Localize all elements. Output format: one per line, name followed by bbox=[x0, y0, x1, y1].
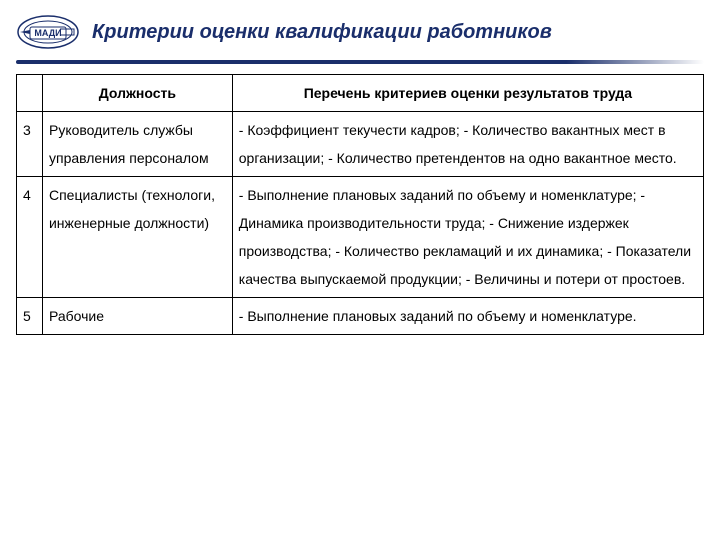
cell-criteria: - Выполнение плановых заданий по объему … bbox=[232, 298, 703, 335]
table-row: 3 Руководитель службы управления персона… bbox=[17, 112, 704, 177]
col-header-criteria: Перечень критериев оценки результатов тр… bbox=[232, 75, 703, 112]
table-header-row: Должность Перечень критериев оценки резу… bbox=[17, 75, 704, 112]
criteria-table: Должность Перечень критериев оценки резу… bbox=[16, 74, 704, 335]
col-header-num bbox=[17, 75, 43, 112]
header-rule bbox=[16, 60, 704, 64]
madi-logo: МАДИ bbox=[16, 10, 80, 54]
cell-num: 4 bbox=[17, 177, 43, 298]
cell-criteria: - Коэффициент текучести кадров; - Количе… bbox=[232, 112, 703, 177]
page-title: Критерии оценки квалификации работников bbox=[92, 21, 552, 44]
table-row: 4 Специалисты (технологи, инженерные дол… bbox=[17, 177, 704, 298]
page-header: МАДИ Критерии оценки квалификации работн… bbox=[0, 0, 720, 60]
cell-position: Специалисты (технологи, инженерные должн… bbox=[42, 177, 232, 298]
cell-position: Руководитель службы управления персонало… bbox=[42, 112, 232, 177]
cell-num: 3 bbox=[17, 112, 43, 177]
table-row: 5 Рабочие - Выполнение плановых заданий … bbox=[17, 298, 704, 335]
cell-num: 5 bbox=[17, 298, 43, 335]
col-header-position: Должность bbox=[42, 75, 232, 112]
svg-text:МАДИ: МАДИ bbox=[34, 28, 61, 38]
cell-position: Рабочие bbox=[42, 298, 232, 335]
cell-criteria: - Выполнение плановых заданий по объему … bbox=[232, 177, 703, 298]
